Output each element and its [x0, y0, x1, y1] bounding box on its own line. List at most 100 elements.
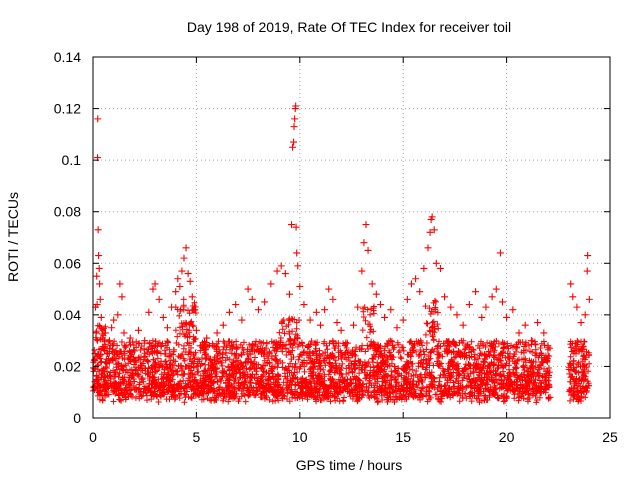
data-point: [381, 313, 389, 321]
data-point: [368, 280, 376, 288]
data-point: [203, 334, 211, 342]
y-tick-label: 0.12: [54, 101, 81, 117]
data-point: [130, 347, 138, 355]
data-point: [573, 303, 581, 311]
data-point: [248, 295, 256, 303]
data-point: [354, 303, 362, 311]
data-point: [293, 249, 301, 257]
data-point: [407, 280, 415, 288]
data-point: [159, 313, 167, 321]
data-point: [292, 102, 300, 110]
data-point: [98, 334, 106, 342]
y-tick-label: 0.08: [54, 204, 81, 220]
data-point: [116, 280, 124, 288]
data-point: [372, 290, 380, 298]
data-point: [106, 337, 114, 345]
data-point: [465, 301, 473, 309]
data-point: [416, 288, 424, 296]
x-tick-label: 25: [602, 429, 618, 445]
data-point: [90, 383, 98, 391]
data-point: [343, 339, 351, 347]
x-axis-label: GPS time / hours: [296, 457, 403, 473]
data-point: [399, 316, 407, 324]
data-point: [432, 259, 440, 267]
data-point: [358, 267, 366, 275]
data-point: [151, 280, 159, 288]
data-point: [424, 244, 432, 252]
data-point: [459, 321, 467, 329]
data-point: [544, 342, 552, 350]
data-point: [430, 226, 438, 234]
data-point: [350, 321, 358, 329]
y-tick-label: 0.04: [54, 307, 81, 323]
data-point: [540, 329, 548, 337]
data-point: [291, 115, 299, 123]
dense-scatter-band: [90, 296, 593, 406]
axis-tick-labels: 0 5 10 15 20 25 0 0.02 0.04 0.06 0.08 0.1 0.12 0.14: [54, 49, 618, 445]
data-point: [420, 264, 428, 272]
data-point: [267, 280, 275, 288]
data-point: [527, 337, 535, 345]
data-point: [453, 311, 461, 319]
data-point: [273, 267, 281, 275]
data-point: [482, 303, 490, 311]
data-point: [93, 272, 101, 280]
data-point: [546, 393, 554, 401]
data-point: [95, 252, 103, 260]
data-point: [569, 293, 577, 301]
data-point: [172, 288, 180, 296]
y-tick-label: 0: [73, 410, 81, 426]
y-tick-label: 0.14: [54, 49, 81, 65]
data-point: [376, 301, 384, 309]
data-point: [436, 264, 444, 272]
scatter-points: [90, 102, 593, 401]
x-tick-label: 20: [499, 429, 515, 445]
data-point: [521, 321, 529, 329]
data-point: [180, 254, 188, 262]
data-point: [509, 306, 517, 314]
data-point: [168, 303, 176, 311]
data-point: [472, 288, 480, 296]
data-point: [585, 295, 593, 303]
data-point: [387, 306, 395, 314]
data-point: [145, 308, 153, 316]
data-point: [244, 285, 252, 293]
data-point: [545, 383, 553, 391]
data-point: [488, 293, 496, 301]
y-tick-label: 0.1: [62, 152, 82, 168]
data-point: [325, 285, 333, 293]
data-point: [120, 329, 128, 337]
data-point: [182, 244, 190, 252]
y-tick-label: 0.02: [54, 358, 81, 374]
data-point: [96, 295, 104, 303]
data-point: [209, 342, 217, 350]
data-point: [188, 293, 196, 301]
data-point: [126, 334, 134, 342]
data-point: [294, 262, 302, 270]
data-point: [178, 267, 186, 275]
dense-scatter-marks: [90, 296, 593, 406]
data-point: [428, 213, 436, 221]
axis-ticks: [92, 56, 611, 419]
data-point: [285, 290, 293, 298]
plot-frame: [92, 56, 611, 419]
data-point: [94, 226, 102, 234]
x-tick-label: 0: [89, 429, 97, 445]
data-point: [184, 270, 192, 278]
data-point: [277, 262, 285, 270]
data-point: [261, 298, 269, 306]
data-point: [110, 316, 118, 324]
data-point: [94, 115, 102, 123]
data-point: [232, 301, 240, 309]
y-axis-label: ROTI / TECUs: [5, 192, 21, 282]
data-point: [93, 301, 101, 309]
data-point: [360, 239, 368, 247]
data-point: [300, 301, 308, 309]
data-point: [296, 282, 304, 290]
data-point: [219, 321, 227, 329]
data-point: [412, 275, 420, 283]
data-point: [174, 275, 182, 283]
data-point: [118, 293, 126, 301]
data-point: [122, 342, 130, 350]
